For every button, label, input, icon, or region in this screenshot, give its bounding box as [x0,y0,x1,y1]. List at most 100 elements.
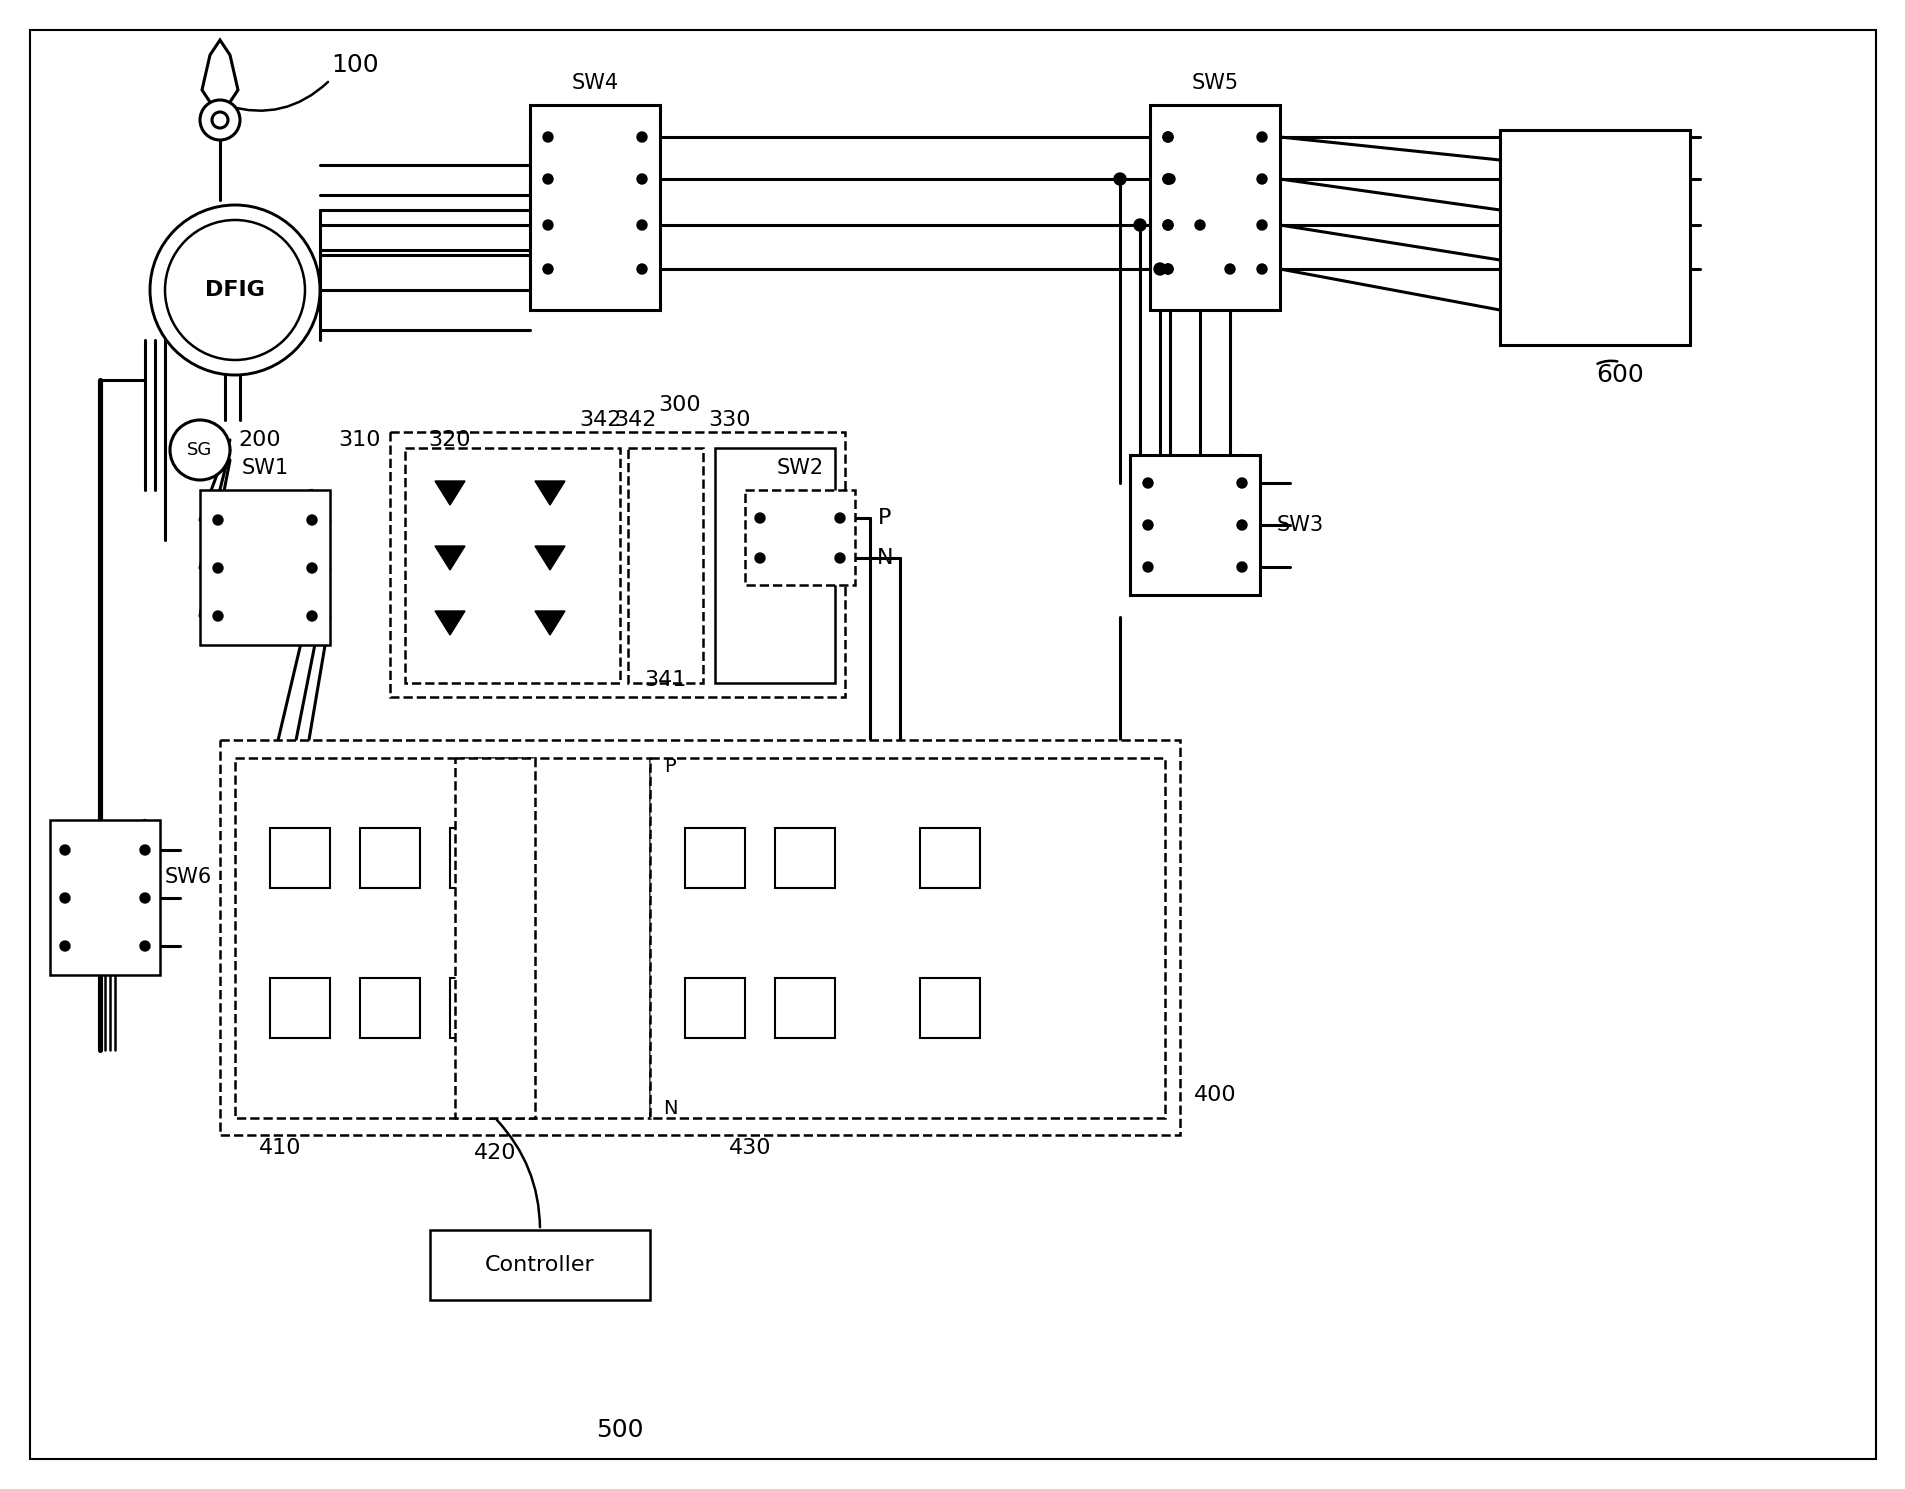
Text: SW5: SW5 [1191,73,1238,92]
Bar [920,828,979,887]
Circle shape [213,515,223,526]
Text: 410: 410 [259,1138,301,1158]
Polygon shape [434,610,465,634]
Circle shape [211,112,229,128]
Circle shape [1162,174,1172,185]
Circle shape [307,515,316,526]
Bar [404,448,619,683]
Bar [920,978,979,1038]
Bar [745,490,855,585]
Circle shape [1225,264,1234,274]
Bar [431,1230,650,1300]
Text: 342: 342 [613,409,655,430]
Text: SW4: SW4 [572,73,619,92]
Circle shape [1255,220,1267,229]
Text: 500: 500 [596,1418,644,1441]
Circle shape [1133,219,1145,231]
Text: SW2: SW2 [775,459,823,478]
Circle shape [150,205,320,375]
Text: 310: 310 [339,430,381,450]
Circle shape [213,610,223,621]
Circle shape [1164,174,1173,185]
Circle shape [1255,174,1267,185]
Circle shape [1162,264,1172,274]
Text: 342: 342 [579,409,621,430]
Circle shape [1162,264,1172,274]
Circle shape [1236,478,1246,488]
Text: 320: 320 [429,430,471,450]
Circle shape [1162,174,1172,185]
Polygon shape [535,546,564,570]
Text: P: P [878,508,892,529]
Polygon shape [434,546,465,570]
Bar [627,448,703,683]
Circle shape [1162,133,1172,141]
Text: SG: SG [187,441,213,459]
Circle shape [59,844,70,855]
Bar [271,828,330,887]
Circle shape [1194,220,1204,229]
Text: N: N [876,548,893,567]
Circle shape [1143,520,1153,530]
Polygon shape [434,481,465,505]
Bar [714,448,834,683]
Bar [50,820,160,975]
Circle shape [834,514,844,523]
Circle shape [307,610,316,621]
Circle shape [1153,264,1166,275]
Polygon shape [202,40,238,110]
Bar [234,758,650,1118]
Polygon shape [535,610,564,634]
Circle shape [213,563,223,573]
Circle shape [543,133,552,141]
Bar [391,432,844,697]
Circle shape [834,552,844,563]
Circle shape [170,420,231,479]
Text: N: N [663,1099,676,1118]
Circle shape [543,264,552,274]
Bar [530,106,659,310]
Bar [1149,106,1280,310]
Circle shape [1113,173,1126,185]
Circle shape [636,264,646,274]
Bar [271,978,330,1038]
Circle shape [543,220,552,229]
Circle shape [1255,264,1267,274]
Bar [1130,456,1259,596]
Circle shape [1162,220,1172,229]
Bar [684,978,745,1038]
Text: 200: 200 [238,430,282,450]
Text: SW1: SW1 [242,459,288,478]
Circle shape [1162,220,1172,229]
Circle shape [1255,133,1267,141]
Bar [200,490,330,645]
Circle shape [636,133,646,141]
Text: SW6: SW6 [164,867,211,887]
Circle shape [636,174,646,185]
Bar [684,828,745,887]
Text: SW3: SW3 [1276,515,1322,535]
Polygon shape [535,481,564,505]
Circle shape [59,941,70,951]
Bar [650,758,1164,1118]
Text: Controller: Controller [486,1255,594,1275]
Bar [1499,130,1690,345]
Bar [775,978,834,1038]
Text: 341: 341 [644,670,686,689]
Bar [360,828,419,887]
Text: 330: 330 [709,409,751,430]
Circle shape [200,100,240,140]
Circle shape [1236,520,1246,530]
Text: 100: 100 [331,54,379,77]
Circle shape [139,844,150,855]
Bar [455,758,535,1118]
Bar [450,978,511,1038]
Circle shape [754,552,764,563]
Bar [775,828,834,887]
Text: 420: 420 [474,1144,516,1163]
Circle shape [754,514,764,523]
Text: P: P [663,758,676,776]
Circle shape [543,174,552,185]
Text: 400: 400 [1193,1085,1236,1105]
Circle shape [59,893,70,902]
